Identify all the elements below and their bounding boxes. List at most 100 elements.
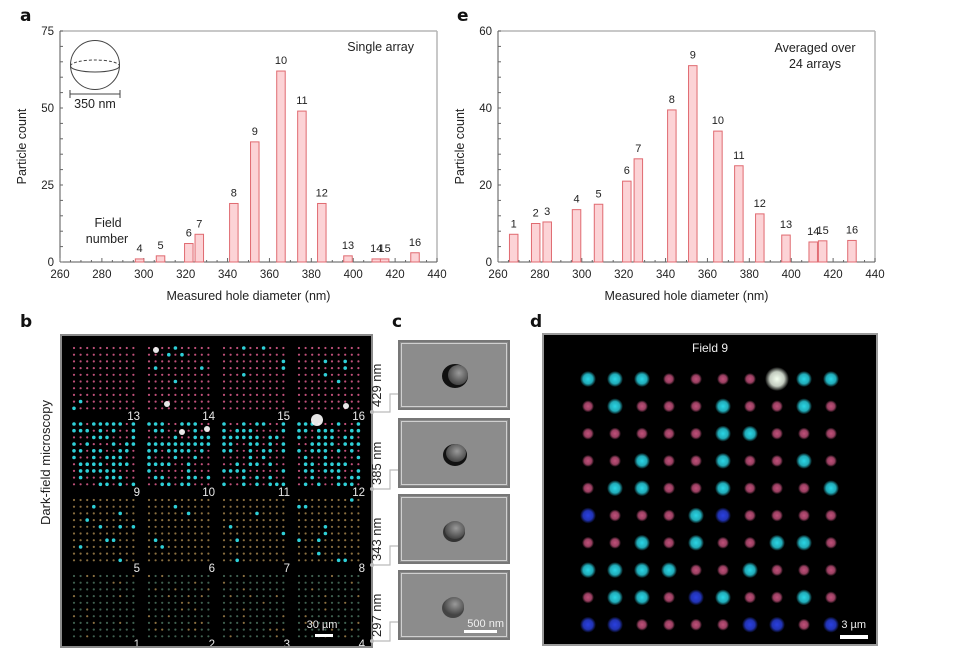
field-array-3 (222, 574, 285, 638)
particle-spot (798, 427, 810, 440)
bar-label-field-7: 7 (635, 143, 641, 155)
particle-spot (715, 398, 731, 415)
particle-spot (744, 482, 756, 495)
particle-spot (634, 534, 650, 551)
field-label-3: 3 (284, 639, 290, 646)
bright-particle (343, 403, 349, 409)
field-array-4 (297, 574, 360, 638)
x-tick-label: 280 (92, 269, 111, 281)
bar-label-field-13: 13 (342, 240, 354, 252)
y-axis-label: Particle count (15, 108, 29, 184)
particle-spot (798, 509, 810, 522)
particle-spot (744, 454, 756, 467)
particle-spot (715, 452, 731, 469)
particle-spot (607, 562, 623, 579)
annotation-single-array: Single array (347, 40, 414, 54)
x-tick-label: 400 (782, 269, 801, 281)
panel-b-scalebar-label: 30 µm (307, 619, 338, 631)
field-label-1: 1 (134, 639, 140, 646)
particle-spot (825, 400, 837, 413)
particle-spot (607, 616, 623, 633)
bar-field-1 (508, 233, 519, 263)
bar-label-field-15: 15 (817, 225, 829, 237)
particle-spot (744, 509, 756, 522)
field-array-1 (72, 574, 135, 638)
particle-spot (765, 367, 789, 391)
particle-spot (634, 480, 650, 497)
bar-field-13 (343, 255, 353, 263)
particle-spot (715, 589, 731, 606)
y-tick-label: 40 (479, 103, 492, 115)
connector-16 (372, 393, 398, 413)
sem-image-429nm (398, 340, 510, 410)
particle-spot (609, 536, 621, 549)
bar-field-14 (808, 241, 818, 263)
bar-label-field-6: 6 (624, 165, 630, 177)
particle-spot (796, 371, 812, 387)
x-tick-label: 440 (865, 269, 884, 281)
field-label-16: 16 (352, 411, 365, 423)
field-array-11 (222, 422, 286, 487)
x-axis-label: Measured hole diameter (nm) (167, 289, 331, 303)
field-9-title: Field 9 (691, 341, 729, 355)
particle-spot (796, 534, 812, 551)
particle-spot (690, 454, 702, 467)
particle-spot (825, 454, 837, 467)
particle-spot (715, 425, 731, 442)
y-tick-label: 25 (41, 180, 54, 192)
particle-spot (634, 452, 650, 469)
particle-spot (663, 509, 675, 522)
particle-spot (717, 373, 729, 385)
field-array-7 (222, 498, 286, 563)
sem-image-385nm (398, 418, 510, 488)
field-array-2 (147, 574, 210, 638)
particle-spot (582, 591, 594, 604)
bar-field-5 (593, 203, 604, 263)
particle-spot (609, 454, 621, 467)
bar-field-8 (667, 109, 677, 263)
x-axis-label: Measured hole diameter (nm) (605, 289, 769, 303)
bar-field-13 (781, 234, 791, 263)
bar-label-field-8: 8 (231, 187, 237, 199)
field-array-14 (147, 346, 210, 410)
panel-b-scalebar (315, 634, 333, 637)
chart-a-single-array: 260 280 300 320 340 360 380 400 420 4400255075Mea… (15, 26, 447, 303)
x-tick-label: 320 (614, 269, 633, 281)
particle-spot (607, 371, 623, 387)
bar-field-16 (847, 239, 857, 263)
particle-spot (609, 509, 621, 522)
bar-label-field-9: 9 (690, 50, 696, 62)
particle-spot (688, 589, 704, 606)
panel-letter-b: b (20, 312, 33, 332)
particle-spot (771, 591, 783, 604)
particle-spot (771, 509, 783, 522)
bar-label-field-16: 16 (409, 237, 421, 249)
particle-spot (663, 454, 675, 467)
bar-field-8 (229, 202, 239, 263)
particle-spot (582, 536, 594, 549)
field-array-10 (147, 422, 211, 487)
x-tick-label: 300 (134, 269, 153, 281)
particle-spot (742, 425, 758, 442)
bar-label-field-4: 4 (573, 194, 579, 206)
bar-label-field-7: 7 (196, 218, 202, 230)
bar-label-field-15: 15 (379, 243, 391, 255)
particle-spot (663, 618, 675, 631)
particle-spot (690, 427, 702, 440)
bar-label-field-1: 1 (511, 218, 517, 230)
particle-spot (717, 536, 729, 549)
field-array-5 (72, 498, 136, 563)
particle-spot (825, 509, 837, 522)
particle-spot (607, 480, 623, 497)
particle-spot (663, 400, 675, 413)
sem-scalebar-label: 500 nm (467, 618, 504, 630)
chart-e-averaged: 260 280 300 320 340 360 380 400 420 440 0 20 40 60 Mea… (453, 26, 885, 303)
particle-spot (582, 454, 594, 467)
bar-field-7 (194, 233, 205, 263)
particle-spot (744, 373, 756, 385)
particle-spot (580, 507, 596, 524)
bright-particle (164, 401, 170, 407)
y-tick-label: 20 (479, 180, 492, 192)
bar-field-9 (688, 65, 698, 263)
particle-spot (825, 564, 837, 577)
